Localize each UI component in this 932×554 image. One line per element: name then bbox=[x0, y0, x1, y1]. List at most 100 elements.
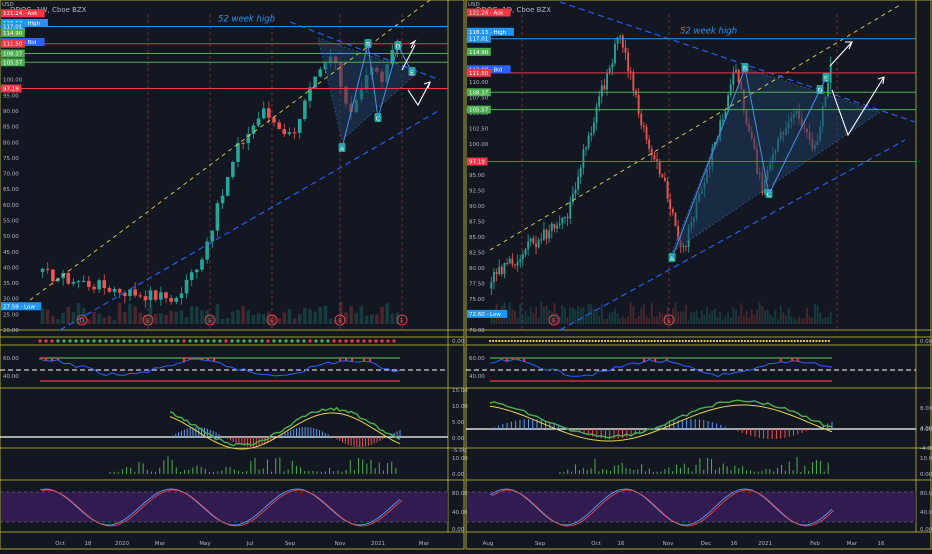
price-tick: 77.50 bbox=[469, 282, 485, 288]
candle-body bbox=[590, 132, 593, 136]
earnings-marker[interactable] bbox=[663, 314, 675, 326]
signal-dot bbox=[380, 339, 384, 343]
projection-arrow bbox=[423, 81, 431, 89]
earnings-marker[interactable] bbox=[266, 314, 278, 326]
candle-body bbox=[210, 230, 215, 242]
volume-bar bbox=[592, 308, 595, 324]
price-tag bbox=[1, 84, 22, 93]
price-tick: 20.00 bbox=[3, 328, 19, 334]
signal-dot bbox=[812, 339, 815, 343]
candle-body bbox=[514, 264, 516, 266]
volume-bar bbox=[787, 307, 790, 324]
candle-body bbox=[732, 71, 735, 85]
signal-dot bbox=[799, 339, 803, 343]
signal-dot bbox=[616, 339, 619, 343]
price-tag bbox=[467, 309, 508, 318]
earnings-marker[interactable] bbox=[142, 314, 154, 326]
earnings-marker-text: E bbox=[552, 318, 556, 325]
volume-bar bbox=[272, 315, 276, 324]
price-axis: 100.00 95.00 90.00 85.00 80.00 75.00 70.00 65.0… bbox=[3, 78, 23, 334]
projection-arrow bbox=[877, 76, 885, 85]
volume-bar bbox=[107, 316, 112, 324]
candle-body bbox=[215, 203, 220, 231]
signal-dot bbox=[350, 339, 354, 343]
signal-dot bbox=[176, 339, 180, 343]
volume-bar bbox=[339, 302, 343, 324]
candle-body bbox=[128, 289, 132, 297]
signal-dot bbox=[510, 339, 513, 343]
volume-bar bbox=[375, 314, 379, 324]
volume-bar bbox=[813, 304, 816, 324]
signal-dot bbox=[170, 339, 174, 343]
signal-dot bbox=[338, 339, 342, 343]
signal-dot bbox=[152, 339, 156, 343]
projection-arrow bbox=[401, 44, 416, 71]
signal-dot bbox=[296, 339, 300, 343]
signal-dots bbox=[488, 339, 830, 343]
earnings-marker[interactable] bbox=[334, 314, 346, 326]
volume-bar bbox=[700, 310, 703, 324]
rsi-pane: 60.00 40.00 bbox=[466, 356, 916, 382]
earnings-marker[interactable] bbox=[396, 314, 408, 326]
price-tag bbox=[467, 105, 491, 114]
macd-signal-line bbox=[489, 404, 833, 442]
macd-tick: 15.00 bbox=[452, 388, 468, 394]
volume-bar bbox=[561, 305, 564, 324]
volume-bar bbox=[215, 303, 220, 324]
volume-bar bbox=[537, 317, 540, 324]
volume-bar bbox=[679, 311, 682, 324]
volume-bar bbox=[671, 308, 674, 324]
candle-body bbox=[648, 139, 651, 149]
volume-bar bbox=[123, 312, 127, 324]
time-tick: Oct bbox=[591, 541, 601, 547]
chart-title: DDOG, 1W, Cboe BZX bbox=[10, 6, 87, 14]
signal-dot bbox=[715, 339, 719, 343]
candle-body bbox=[629, 71, 632, 73]
stoch-k-line bbox=[489, 488, 833, 526]
candle-body bbox=[529, 238, 532, 242]
candle-body bbox=[545, 229, 548, 239]
volume-bar bbox=[698, 318, 701, 324]
earnings-marker[interactable] bbox=[204, 314, 216, 326]
macd-line bbox=[489, 399, 833, 439]
candle-body bbox=[619, 35, 622, 38]
volume-bar bbox=[716, 317, 719, 324]
candle-body bbox=[123, 292, 127, 297]
candle-body bbox=[737, 69, 740, 83]
signal-dot bbox=[700, 339, 703, 343]
volume-bar bbox=[777, 319, 779, 324]
earnings-marker-text: E bbox=[208, 318, 212, 325]
earnings-marker[interactable] bbox=[548, 314, 560, 326]
histogram-pane: 10.00 0.00 bbox=[559, 456, 932, 478]
price-tag bbox=[467, 88, 491, 97]
volume-bar bbox=[556, 313, 559, 324]
signal-dot bbox=[653, 339, 656, 343]
volume-bar bbox=[748, 317, 751, 324]
volume-bar bbox=[318, 306, 323, 324]
volume-bar bbox=[527, 316, 530, 324]
signal-dot bbox=[793, 339, 796, 343]
volume-bar bbox=[750, 309, 753, 324]
candle-body bbox=[159, 292, 163, 300]
candle-body bbox=[390, 50, 395, 65]
channel-blue-dashed bbox=[559, 1, 916, 123]
volume-bar bbox=[349, 306, 353, 324]
volume-bar bbox=[548, 309, 551, 324]
candle-body bbox=[724, 111, 727, 120]
candle-body bbox=[556, 225, 559, 229]
candle-body bbox=[558, 223, 561, 226]
volume-bar bbox=[782, 312, 785, 324]
earnings-marker[interactable] bbox=[76, 314, 88, 326]
signal-dot bbox=[44, 339, 48, 343]
price-tag-text: 105.57 bbox=[469, 108, 489, 114]
signal-dot bbox=[86, 339, 90, 343]
candle-body bbox=[516, 261, 519, 266]
volume-bar bbox=[256, 312, 261, 324]
signal-dot bbox=[526, 339, 529, 343]
candle-body bbox=[543, 229, 545, 240]
histogram-pane: 10.00 0.00 bbox=[109, 456, 468, 478]
signal-dot bbox=[737, 339, 740, 343]
rsi-tick: 60.00 bbox=[469, 356, 485, 362]
